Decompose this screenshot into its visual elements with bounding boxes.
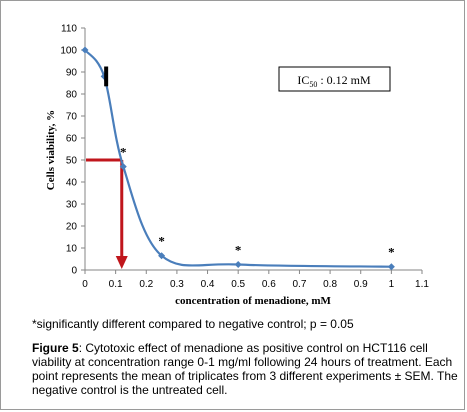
significance-star: *: [158, 234, 165, 249]
y-tick-label: 30: [66, 200, 78, 211]
x-tick-label: 1: [389, 279, 395, 290]
x-ticks: 0 0.1 0.2 0.3 0.4 0.5 0.6 0.7 0.8 0.9 1 1.1: [82, 270, 429, 290]
data-point: [81, 46, 89, 54]
figure-caption-text: : Cytotoxic effect of menadione as posit…: [32, 341, 458, 397]
y-tick-label: 90: [66, 68, 78, 79]
y-ticks: 0 10 20 30 40 50 60 70 80 90 100 110: [60, 24, 85, 277]
significance-star: *: [388, 245, 395, 260]
y-tick-label: 60: [66, 134, 78, 145]
significance-note: *significantly different compared to neg…: [32, 317, 354, 331]
error-bar: [104, 66, 109, 87]
y-tick-label: 110: [61, 24, 77, 35]
x-tick-label: 0.9: [354, 279, 368, 290]
data-point: [234, 261, 242, 268]
error-bars: [104, 66, 109, 87]
y-tick-label: 10: [66, 244, 78, 255]
y-tick-label: 100: [60, 46, 77, 57]
y-tick-label: 70: [66, 112, 78, 123]
x-tick-label: 1.1: [415, 279, 429, 290]
x-axis-label: concentration of menadione, mM: [175, 295, 331, 307]
data-point: [119, 163, 127, 171]
ic50-marker: [86, 158, 128, 269]
ic50-box: IC50 : 0.12 mM: [278, 66, 391, 92]
significance-star: *: [235, 243, 242, 258]
x-tick-label: 0.2: [139, 279, 153, 290]
ic50-subscript: 50: [309, 80, 317, 89]
x-tick-label: 0.3: [170, 279, 184, 290]
y-tick-label: 80: [66, 90, 78, 101]
data-point: [387, 263, 395, 271]
y-tick-label: 50: [66, 156, 78, 167]
x-tick-label: 0.8: [323, 279, 337, 290]
ic50-label: IC: [297, 73, 309, 87]
significance-star: *: [120, 145, 127, 160]
y-tick-label: 20: [66, 222, 78, 233]
x-tick-label: 0: [82, 279, 88, 290]
y-tick-label: 0: [71, 266, 77, 277]
y-tick-label: 40: [66, 178, 78, 189]
x-tick-label: 0.5: [231, 279, 245, 290]
svg-text:IC50 : 0.12 mM: IC50 : 0.12 mM: [297, 73, 371, 89]
figure-caption: Figure 5: Cytotoxic effect of menadione …: [32, 341, 460, 397]
figure-label: Figure 5: [32, 341, 79, 355]
x-tick-label: 0.6: [262, 279, 276, 290]
axes: [84, 28, 422, 271]
x-tick-label: 0.4: [201, 279, 215, 290]
ic50-arrowhead: [115, 256, 128, 269]
x-tick-label: 0.1: [109, 279, 123, 290]
y-axis-label: Cells viability, %: [45, 110, 57, 190]
ic50-value: : 0.12 mM: [317, 73, 371, 87]
x-tick-label: 0.7: [293, 279, 307, 290]
data-point: [158, 252, 166, 260]
significance-marks: * * * *: [120, 145, 395, 260]
